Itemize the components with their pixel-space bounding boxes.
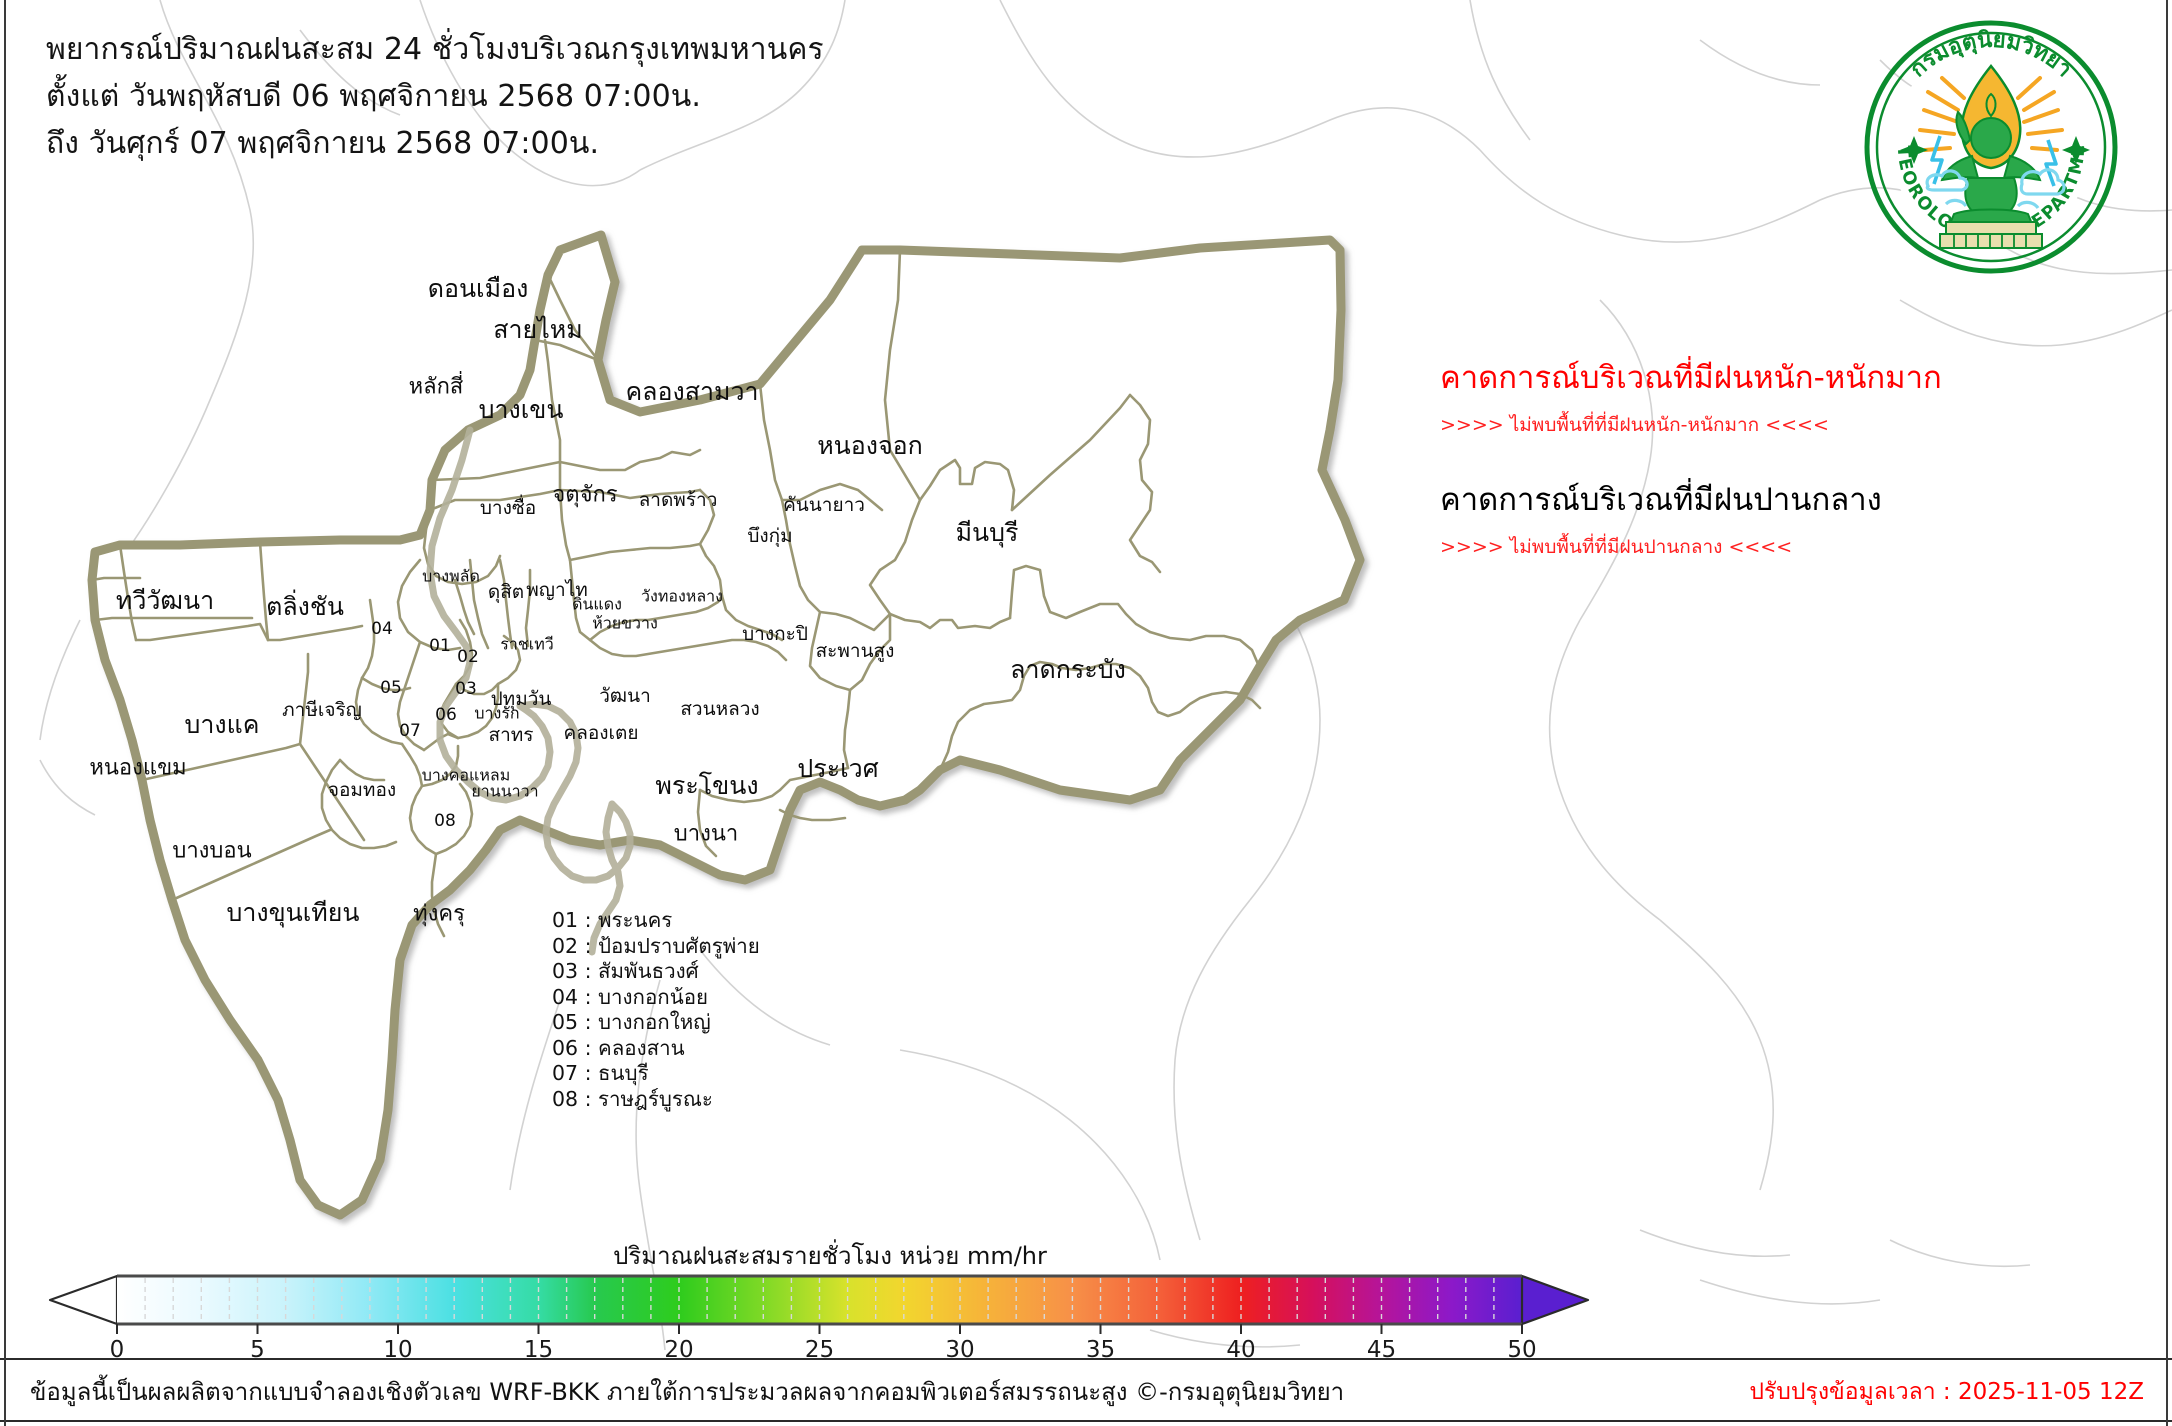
- district-label: 01: [429, 636, 451, 656]
- title-line-2: ตั้งแต่ วันพฤหัสบดี 06 พฤศจิกายน 2568 07…: [46, 79, 702, 114]
- district-label: 03: [455, 679, 477, 699]
- forecast-info-panel: คาดการณ์บริเวณที่มีฝนหนัก-หนักมาก >>>> ไ…: [1440, 358, 2140, 562]
- district-label: วัฒนา: [599, 685, 651, 707]
- district-label: บางนา: [673, 821, 739, 847]
- district-label: ดินแดง: [572, 594, 622, 614]
- tmd-logo-icon: กรมอุตุนิยมวิทยา METEOROLOGICAL DEPARTME…: [1862, 18, 2118, 274]
- colorbar-tick-label: 5: [250, 1337, 265, 1358]
- district-label: มีนบุรี: [955, 518, 1019, 547]
- district-label: ห้วยขวาง: [592, 613, 658, 633]
- colorbar-tick-label: 20: [664, 1337, 693, 1358]
- district-label: บึงกุ่ม: [747, 525, 793, 547]
- district-label: คลองเตย: [563, 722, 639, 744]
- colorbar-tick-label: 15: [524, 1337, 553, 1358]
- district-label: ทวีวัฒนา: [115, 586, 215, 615]
- district-label: ตลิ่งชัน: [266, 592, 344, 621]
- colorbar-tick-label: 10: [383, 1337, 412, 1358]
- district-label: ดอนเมือง: [427, 274, 529, 303]
- footer-update-time: ปรับปรุงข้อมูลเวลา : 2025-11-05 12Z: [1749, 1379, 2144, 1405]
- district-label: 06: [435, 705, 457, 725]
- page-border-left: [4, 0, 6, 1426]
- district-label: บางขุนเทียน: [226, 898, 360, 927]
- district-label: ปทุมวัน: [490, 688, 552, 710]
- colorbar-tick-label: 45: [1367, 1337, 1396, 1358]
- district-label: บางเขน: [478, 395, 564, 424]
- chao-phraya-river: [426, 426, 634, 956]
- district-label: คันนายาว: [783, 494, 865, 516]
- district-label: 02: [457, 647, 479, 667]
- district-index-row: 02 : ป้อมปราบศัตรูพ่าย: [552, 933, 760, 958]
- footer-bar: ข้อมูลนี้เป็นผลผลิตจากแบบจำลองเชิงตัวเลข…: [0, 1362, 2172, 1426]
- district-label: บางคอแหลม: [421, 765, 511, 785]
- district-inner-boundaries: [90, 248, 1262, 938]
- district-label: บางแค: [184, 710, 260, 739]
- district-label: วังทองหลาง: [641, 586, 723, 606]
- district-label: 05: [380, 678, 402, 698]
- district-label: 08: [434, 811, 456, 831]
- colorbar-tick-label: 40: [1226, 1337, 1255, 1358]
- colorbar-min-arrow: [48, 1274, 119, 1326]
- colorbar-section: ปริมาณฝนสะสมรายชั่วโมง หน่วย mm/hr 0 5 10 1…: [0, 1236, 2172, 1358]
- district-index-row: 01 : พระนคร: [552, 908, 673, 932]
- district-label: ยานนาวา: [471, 781, 539, 801]
- district-label: หนองจอก: [817, 431, 923, 460]
- district-label: จตุจักร: [552, 482, 618, 508]
- district-label: สะพานสูง: [815, 640, 895, 662]
- district-label: ดุสิต: [487, 581, 525, 603]
- district-index-legend: 01 : พระนคร 02 : ป้อมปราบศัตรูพ่าย 03 : สั…: [552, 908, 760, 1112]
- district-label: บางซื่อ: [479, 497, 537, 519]
- colorbar-tick-label: 35: [1086, 1337, 1115, 1358]
- footer-divider-top: [0, 1358, 2172, 1360]
- district-index-row: 06 : คลองสาน: [552, 1035, 685, 1060]
- rainfall-colorbar: 0 5 10 15 20 25 30 35 40 45 50: [48, 1274, 1590, 1358]
- colorbar-tick-label: 0: [110, 1337, 125, 1358]
- district-label: ภาษีเจริญ: [282, 699, 362, 721]
- district-label: สาทร: [488, 724, 534, 746]
- district-label: บางรัก: [474, 703, 520, 723]
- colorbar-max-arrow: [1520, 1274, 1590, 1326]
- district-label: พญาไท: [526, 579, 588, 601]
- district-label: คลองสามวา: [625, 377, 759, 406]
- footer-divider-bottom: [0, 1420, 2172, 1422]
- district-label: หนองแขม: [89, 755, 187, 781]
- district-label: สายไหม: [493, 315, 583, 344]
- district-label: หลักสี่: [408, 374, 464, 400]
- district-label: สวนหลวง: [680, 698, 760, 720]
- page-border-right: [2166, 0, 2168, 1426]
- district-label: จอมทอง: [327, 779, 397, 801]
- district-label: ทุ่งครุ: [413, 901, 465, 927]
- footer-source-text: ข้อมูลนี้เป็นผลผลิตจากแบบจำลองเชิงตัวเลข…: [30, 1378, 1345, 1406]
- district-label: ลาดพร้าว: [638, 489, 718, 511]
- heavy-rain-note: >>>> ไม่พบพื้นที่ที่มีฝนหนัก-หนักมาก <<<…: [1440, 414, 1829, 436]
- moderate-rain-heading: คาดการณ์บริเวณที่มีฝนปานกลาง: [1440, 482, 1882, 518]
- map-title-block: พยากรณ์ปริมาณฝนสะสม 24 ชั่วโมงบริเวณกรุง…: [46, 26, 824, 167]
- district-label: ลาดกระบัง: [1010, 655, 1126, 684]
- title-line-3: ถึง วันศุกร์ 07 พฤศจิกายน 2568 07:00น.: [46, 126, 600, 161]
- district-label: ราชเทวี: [500, 634, 554, 654]
- district-label: 04: [371, 619, 393, 639]
- district-index-row: 07 : ธนบุรี: [552, 1061, 649, 1085]
- colorbar-tick-label: 25: [805, 1337, 834, 1358]
- colorbar-tick-label: 30: [945, 1337, 974, 1358]
- district-label: ประเวศ: [797, 754, 879, 783]
- district-index-row: 05 : บางกอกใหญ่: [552, 1010, 711, 1034]
- district-label: พระโขนง: [655, 771, 759, 800]
- colorbar-title: ปริมาณฝนสะสมรายชั่วโมง หน่วย mm/hr: [613, 1242, 1047, 1270]
- district-index-row: 08 : ราษฎร์บูรณะ: [552, 1086, 713, 1111]
- district-index-row: 04 : บางกอกน้อย: [552, 984, 709, 1009]
- heavy-rain-heading: คาดการณ์บริเวณที่มีฝนหนัก-หนักมาก: [1440, 360, 1942, 396]
- title-line-1: พยากรณ์ปริมาณฝนสะสม 24 ชั่วโมงบริเวณกรุง…: [46, 32, 824, 67]
- district-label: บางพลัด: [422, 566, 480, 586]
- district-label: 07: [399, 721, 421, 741]
- district-label: บางบอน: [172, 838, 252, 864]
- district-index-row: 03 : สัมพันธวงศ์: [552, 959, 699, 983]
- colorbar-tick-label: 50: [1507, 1337, 1536, 1358]
- moderate-rain-note: >>>> ไม่พบพื้นที่ที่มีฝนปานกลาง <<<<: [1440, 536, 1793, 558]
- district-label: บางกะปิ: [742, 623, 808, 645]
